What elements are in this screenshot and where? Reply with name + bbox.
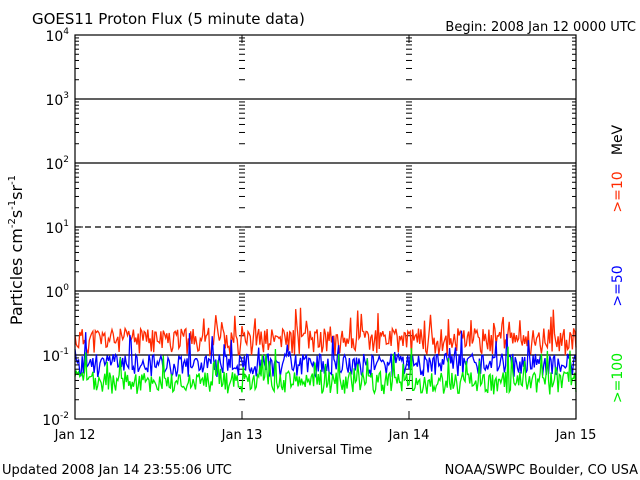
y-tick-base: 10 xyxy=(45,221,63,237)
y-tick-label: 10-2 xyxy=(42,411,69,429)
y-tick-base: 10 xyxy=(42,349,60,365)
y-axis-label-exp2: -1 xyxy=(7,200,18,210)
y-tick-exponent: 2 xyxy=(63,155,69,165)
svg-text:Particles cm-2s-1sr-1: Particles cm-2s-1sr-1 xyxy=(7,175,26,325)
x-tick-label: Jan 12 xyxy=(54,428,96,443)
y-tick-base: 10 xyxy=(42,413,60,429)
y-axis-label-text: Particles cm xyxy=(7,228,26,325)
y-tick-base: 10 xyxy=(45,29,63,45)
y-tick-label: 101 xyxy=(45,219,69,237)
x-tick-label: Jan 14 xyxy=(388,428,430,443)
x-tick-label: Jan 13 xyxy=(221,428,263,443)
y-tick-exponent: 4 xyxy=(63,27,69,37)
y-tick-base: 10 xyxy=(45,93,63,109)
y-tick-label: 103 xyxy=(45,91,69,109)
y-tick-label: 100 xyxy=(45,283,69,301)
legend-entry-ge100: >=100 xyxy=(610,353,626,403)
series-line-0 xyxy=(74,307,577,357)
x-tick-label: Jan 15 xyxy=(555,428,597,443)
y-tick-label: 102 xyxy=(45,155,69,173)
legend-entry-ge10: >=10 xyxy=(610,171,626,212)
legend-entry-ge50: >=50 xyxy=(610,265,626,306)
y-tick-base: 10 xyxy=(45,285,63,301)
legend-unit-label: MeV xyxy=(610,124,626,155)
updated-timestamp: Updated 2008 Jan 14 23:55:06 UTC xyxy=(2,463,232,478)
y-tick-exponent: 1 xyxy=(63,219,69,229)
y-tick-exponent: -1 xyxy=(60,347,69,357)
y-axis-label-exp3: -1 xyxy=(7,175,18,185)
y-axis-label: Particles cm-2s-1sr-1 xyxy=(7,175,26,325)
y-axis-label-mid1: s xyxy=(7,210,26,218)
y-tick-exponent: 0 xyxy=(63,283,69,293)
begin-time-label: Begin: 2008 Jan 12 0000 UTC xyxy=(445,20,636,35)
y-tick-label: 104 xyxy=(45,27,69,45)
y-axis-label-exp1: -2 xyxy=(7,218,18,228)
series-layer xyxy=(74,307,577,396)
source-credit: NOAA/SWPC Boulder, CO USA xyxy=(445,463,638,478)
y-tick-exponent: -2 xyxy=(60,411,69,421)
y-tick-exponent: 3 xyxy=(63,91,69,101)
y-tick-label: 10-1 xyxy=(42,347,69,365)
x-axis-label: Universal Time xyxy=(276,443,373,458)
y-axis-label-mid2: sr xyxy=(7,185,26,200)
chart-title: GOES11 Proton Flux (5 minute data) xyxy=(32,10,305,28)
y-tick-base: 10 xyxy=(45,157,63,173)
series-line-2 xyxy=(74,346,577,396)
